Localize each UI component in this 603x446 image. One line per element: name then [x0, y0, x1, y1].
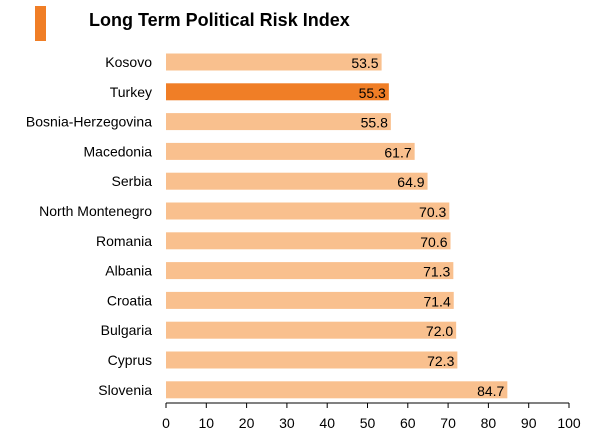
category-label: Albania: [105, 263, 152, 279]
x-tick-label: 100: [557, 415, 581, 431]
bar-cyprus: [166, 351, 458, 369]
category-label: Slovenia: [98, 382, 152, 398]
bar-bulgaria: [166, 321, 457, 339]
x-tick-label: 90: [521, 415, 537, 431]
title-accent-bar: [35, 6, 46, 41]
value-label: 55.8: [361, 115, 388, 131]
bar-north-montenegro: [166, 202, 450, 220]
bars-group: [166, 53, 508, 399]
category-label: Bosnia-Herzegovina: [26, 114, 152, 130]
x-tick-label: 60: [400, 415, 416, 431]
bar-macedonia: [166, 142, 415, 160]
value-labels-group: 53.5 55.3 55.8 61.7 64.9 70.3 70.6 71.3 71.4 72.0…: [351, 55, 504, 399]
x-tick-label: 50: [360, 415, 376, 431]
x-tick-label: 10: [199, 415, 215, 431]
x-tick-label: 0: [162, 415, 170, 431]
category-label: Bulgaria: [101, 322, 153, 338]
category-label: Macedonia: [84, 143, 153, 159]
x-tick-label: 30: [279, 415, 295, 431]
category-label: Croatia: [107, 292, 152, 308]
x-tick-group: 0 10 20 30 40 50 60 70 80 90 100: [162, 403, 581, 431]
value-label: 71.3: [423, 264, 450, 280]
category-label: Romania: [96, 233, 152, 249]
bar-slovenia: [166, 381, 508, 399]
bar-albania: [166, 262, 454, 280]
category-label: Cyprus: [108, 352, 152, 368]
value-label: 61.7: [384, 144, 411, 160]
bar-kosovo: [166, 53, 382, 71]
x-tick-label: 40: [319, 415, 335, 431]
value-label: 71.4: [423, 293, 450, 309]
category-label: Turkey: [110, 84, 152, 100]
category-label: Serbia: [112, 173, 153, 189]
bar-turkey: [166, 83, 389, 101]
x-tick-label: 20: [239, 415, 255, 431]
value-label: 84.7: [477, 383, 504, 399]
value-label: 55.3: [359, 85, 386, 101]
category-labels-group: Kosovo Turkey Bosnia-Herzegovina Macedonia S…: [26, 54, 152, 398]
value-label: 72.3: [427, 353, 454, 369]
category-label: North Montenegro: [39, 203, 152, 219]
bar-croatia: [166, 291, 454, 309]
x-tick-label: 70: [440, 415, 456, 431]
category-label: Kosovo: [105, 54, 152, 70]
value-label: 70.3: [419, 204, 446, 220]
bar-romania: [166, 232, 451, 250]
bar-bosnia-herzegovina: [166, 113, 391, 131]
x-tick-label: 80: [481, 415, 497, 431]
value-label: 72.0: [426, 323, 453, 339]
value-label: 64.9: [397, 174, 424, 190]
value-label: 70.6: [420, 234, 447, 250]
chart-title: Long Term Political Risk Index: [89, 10, 350, 30]
bar-serbia: [166, 172, 428, 190]
value-label: 53.5: [351, 55, 378, 71]
